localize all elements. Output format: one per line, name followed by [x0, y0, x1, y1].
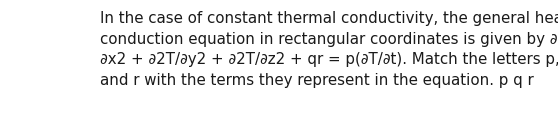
Text: In the case of constant thermal conductivity, the general heat
conduction equati: In the case of constant thermal conducti…	[100, 11, 558, 88]
